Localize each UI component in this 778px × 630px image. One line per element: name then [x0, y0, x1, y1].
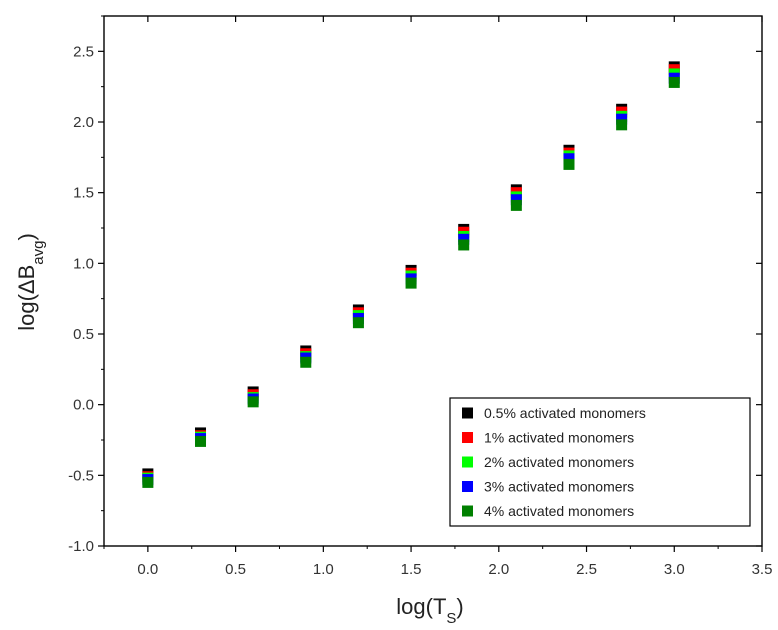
legend-label: 1% activated monomers: [484, 430, 634, 446]
legend-swatch: [462, 481, 473, 492]
data-point: [563, 158, 575, 170]
legend-box: [449, 397, 751, 527]
legend: 0.5% activated monomers 1% activated mono…: [449, 397, 751, 527]
legend-swatch: [462, 505, 473, 517]
data-points: [142, 61, 680, 488]
data-point: [352, 317, 364, 329]
y-tick-label: 0.0: [73, 397, 94, 414]
data-point: [458, 233, 470, 245]
data-point: [668, 76, 680, 88]
y-axis: -1.0 -0.5 0.0 0.5 1.0 1.5 2.0 2.5: [68, 15, 762, 555]
x-axis-title-end: ): [456, 594, 463, 619]
data-point: [142, 476, 154, 488]
data-point: [195, 435, 207, 447]
data-point: [405, 277, 417, 289]
y-axis-title-end: ): [14, 233, 39, 240]
x-axis-title-main: log(T: [396, 594, 446, 619]
x-tick-label: 1.5: [401, 561, 422, 578]
y-tick-label: 2.5: [73, 43, 94, 60]
plot-border: [103, 15, 763, 547]
y-tick-label: 0.5: [73, 326, 94, 343]
legend-swatch: [462, 432, 473, 443]
y-tick-label: -0.5: [68, 467, 94, 484]
x-tick-label: 3.5: [752, 561, 773, 578]
legend-label: 0.5% activated monomers: [484, 405, 646, 421]
legend-label: 2% activated monomers: [484, 454, 634, 470]
x-axis: 0.0 0.5 1.0 1.5 2.0 2.5 3.0 3.5: [103, 16, 773, 578]
data-point: [616, 113, 628, 125]
x-tick-label: 0.0: [137, 561, 158, 578]
y-tick-label: 2.0: [73, 114, 94, 131]
legend-swatch: [462, 456, 473, 468]
data-point: [616, 119, 628, 131]
y-axis-title-main: log(ΔB: [14, 265, 39, 331]
data-point: [247, 396, 259, 408]
x-axis-title: log(TS): [396, 594, 463, 627]
x-tick-label: 2.5: [576, 561, 597, 578]
x-axis-title-sub: S: [446, 610, 456, 627]
y-axis-title-sub: avg: [30, 241, 47, 265]
legend-label: 4% activated monomers: [484, 503, 634, 519]
data-point: [510, 199, 522, 211]
y-tick-label: -1.0: [68, 538, 94, 555]
data-point: [563, 153, 575, 165]
data-point: [510, 194, 522, 206]
legend-label: 3% activated monomers: [484, 479, 634, 495]
x-tick-label: 2.0: [488, 561, 509, 578]
x-tick-label: 0.5: [225, 561, 246, 578]
legend-swatch: [462, 407, 473, 419]
x-tick-label: 3.0: [664, 561, 685, 578]
y-tick-label: 1.0: [73, 255, 94, 272]
y-tick-label: 1.5: [73, 185, 94, 202]
data-point: [300, 356, 312, 368]
series-points: [142, 76, 680, 488]
plot-frame: [103, 15, 763, 547]
y-axis-title: log(ΔBavg): [14, 233, 47, 331]
x-tick-label: 1.0: [313, 561, 334, 578]
data-point: [458, 239, 470, 251]
